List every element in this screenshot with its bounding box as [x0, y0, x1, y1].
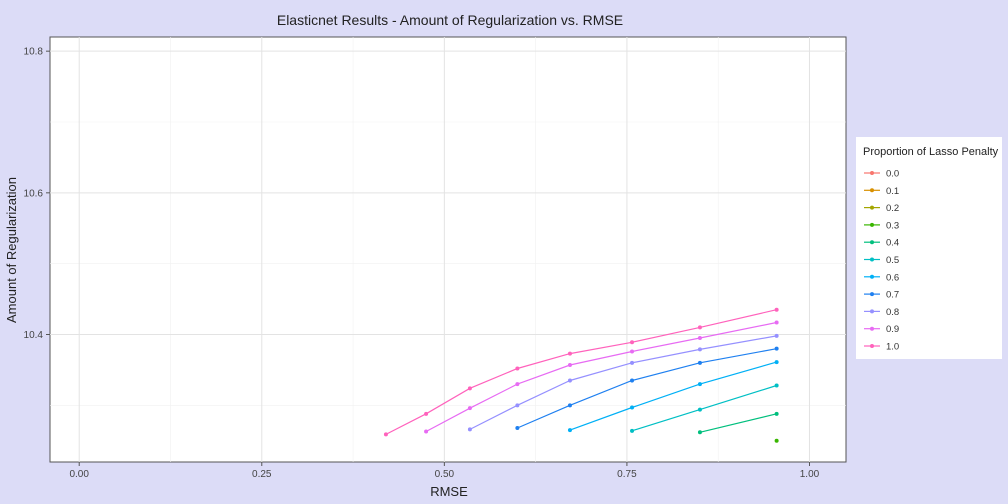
data-point — [774, 438, 779, 443]
legend-label: 0.2 — [886, 203, 899, 214]
data-point — [697, 407, 702, 412]
x-tick-label: 0.00 — [69, 469, 89, 480]
legend-label: 0.4 — [886, 238, 899, 249]
data-point — [774, 333, 779, 338]
plot-area: 0.00 0.25 0.50 0.75 1.00 10.4 10.6 10.8 — [24, 36, 847, 480]
data-point — [630, 405, 635, 410]
legend-item: 0.7 — [864, 290, 899, 301]
legend-label: 1.0 — [886, 342, 899, 353]
data-point — [424, 411, 429, 416]
data-point — [774, 346, 779, 351]
legend-key-point — [870, 344, 874, 348]
data-point — [697, 430, 702, 435]
legend-label: 0.9 — [886, 324, 899, 335]
data-point — [774, 360, 779, 365]
y-tick-label: 10.4 — [24, 330, 44, 341]
chart-title: Elasticnet Results - Amount of Regulariz… — [277, 12, 623, 28]
legend-item: 0.9 — [864, 324, 899, 335]
plot-panel — [49, 36, 847, 463]
legend-item: 0.3 — [864, 220, 899, 231]
data-point — [515, 382, 520, 387]
series-line — [569, 361, 777, 431]
x-tick-label: 1.00 — [800, 469, 820, 480]
legend-item: 0.6 — [864, 272, 899, 283]
data-point — [697, 347, 702, 352]
data-point — [424, 429, 429, 434]
y-axis-title: Amount of Regularization — [4, 177, 19, 323]
legend-label: 0.7 — [886, 290, 899, 301]
data-point — [774, 411, 779, 416]
x-axis-title: RMSE — [430, 484, 468, 499]
data-point — [630, 340, 635, 345]
series-0.4 — [697, 411, 779, 435]
legend-key-point — [870, 257, 874, 262]
legend-key-point — [870, 292, 874, 297]
series-line — [385, 309, 777, 435]
data-point — [774, 320, 779, 325]
legend: Proportion of Lasso Penalty 0.0 0.1 0.2 0.3 0… — [856, 137, 1002, 359]
legend-key-point — [870, 309, 874, 314]
legend-item: 0.0 — [864, 169, 899, 180]
data-point — [567, 428, 572, 433]
series-0.6 — [567, 360, 779, 433]
legend-key-point — [870, 171, 874, 175]
data-point — [630, 428, 635, 433]
data-point — [697, 360, 702, 365]
data-point — [567, 403, 572, 408]
data-point — [515, 426, 520, 430]
legend-key-point — [870, 240, 874, 245]
data-point — [567, 378, 572, 383]
series-0.9 — [424, 320, 779, 434]
data-point — [697, 382, 702, 387]
legend-label: 0.8 — [886, 307, 899, 318]
legend-label: 0.0 — [886, 169, 899, 180]
series-line — [699, 413, 777, 433]
legend-label: 0.6 — [886, 272, 899, 283]
series-0.7 — [515, 346, 779, 430]
y-tick-label: 10.8 — [24, 47, 44, 58]
data-point — [774, 383, 779, 388]
legend-item: 0.5 — [864, 255, 899, 266]
series-line — [469, 335, 777, 430]
legend-item: 1.0 — [864, 342, 899, 353]
legend-title: Proportion of Lasso Penalty — [863, 146, 999, 158]
legend-item: 0.8 — [864, 307, 899, 318]
series-0.3 — [774, 438, 779, 443]
legend-key-point — [870, 188, 874, 193]
y-tick-label: 10.6 — [24, 188, 44, 199]
x-tick-label: 0.25 — [252, 469, 272, 480]
data-point — [774, 307, 779, 312]
series-0.8 — [467, 333, 779, 432]
legend-label: 0.3 — [886, 220, 899, 231]
data-point — [697, 336, 702, 341]
data-point — [515, 366, 520, 371]
legend-key-point — [870, 222, 874, 227]
data-point — [467, 406, 472, 411]
data-point — [383, 432, 388, 437]
legend-key-point — [870, 205, 874, 210]
legend-label: 0.1 — [886, 186, 899, 197]
data-point — [630, 360, 635, 365]
legend-box — [856, 137, 1002, 359]
legend-item: 0.4 — [864, 238, 899, 249]
data-point — [467, 386, 472, 391]
x-tick-label: 0.75 — [617, 469, 637, 480]
data-point — [467, 427, 472, 432]
legend-item: 0.2 — [864, 203, 899, 214]
data-point — [697, 325, 702, 330]
data-point — [567, 351, 572, 356]
series-0.5 — [630, 383, 779, 433]
legend-label: 0.5 — [886, 255, 899, 266]
series-1.0 — [383, 307, 779, 437]
data-point — [567, 362, 572, 367]
legend-item: 0.1 — [864, 186, 899, 197]
data-point — [515, 403, 520, 408]
legend-key-point — [870, 274, 874, 279]
x-tick-label: 0.50 — [435, 469, 455, 480]
legend-key-point — [870, 326, 874, 331]
data-point — [630, 349, 635, 354]
data-point — [630, 378, 635, 383]
